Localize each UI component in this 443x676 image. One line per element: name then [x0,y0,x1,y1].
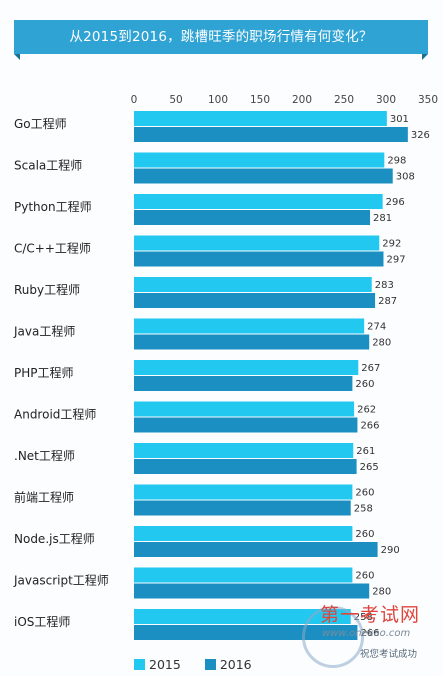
category-label: Python工程师 [14,199,92,214]
watermark-subtitle: 祝您考试成功 [360,649,418,660]
data-label-2016: 290 [381,545,400,556]
category-label: 前端工程师 [14,490,74,505]
bar-2015 [134,401,355,417]
x-tick-label: 200 [292,94,312,106]
x-tick-label: 300 [376,94,396,106]
category-label: Java工程师 [13,324,75,339]
data-label-2015: 283 [375,280,394,291]
bar-2015 [134,609,351,624]
category-label: PHP工程师 [14,365,74,380]
category-label: Ruby工程师 [14,282,80,297]
legend-label-2016: 2016 [219,656,252,672]
bar-2015 [134,360,359,375]
data-label-2016: 265 [360,462,379,473]
data-label-2015: 267 [361,363,380,374]
category-label: Javascript工程师 [13,573,109,588]
bar-2015 [134,277,372,292]
watermark-ring-icon [302,606,364,668]
category-label: .Net工程师 [14,448,75,463]
category-label: Go工程师 [14,116,67,131]
bar-2016 [134,625,358,640]
data-label-2016: 280 [372,338,391,349]
bar-2015 [134,235,380,251]
banner-ribbon-shape [14,20,428,60]
watermark-url: www.onekao.com [322,628,411,639]
bar-2015 [134,484,353,500]
category-label: Scala工程师 [14,158,82,173]
bar-2015 [134,111,387,126]
bar-2016 [134,334,370,350]
bar-2016 [134,417,358,433]
x-tick-label: 0 [131,94,138,106]
category-label: iOS工程师 [14,614,70,629]
bar-2015 [134,194,383,209]
data-label-2016: 308 [396,172,415,183]
bar-2015 [134,318,365,334]
bar-2016 [134,376,353,391]
x-tick-label: 150 [250,94,270,106]
chart-title: 从2015到2016，跳槽旺季的职场行情有何变化？ [69,29,373,45]
data-label-2015: 298 [387,156,406,167]
bar-2015 [134,526,353,541]
data-label-2015: 292 [382,239,401,250]
category-label: C/C++工程师 [14,241,91,256]
bar-2016 [134,210,371,225]
legend-swatch-2016 [204,658,216,670]
bar-2016 [134,459,357,474]
data-label-2015: 258 [354,612,373,623]
bar-2016 [134,583,370,599]
watermark-title: 第一考试网 [320,604,421,626]
data-label-2015: 260 [355,571,374,582]
data-label-2016: 287 [378,296,397,307]
data-label-2015: 260 [355,488,374,499]
chart-title-banner: 从2015到2016，跳槽旺季的职场行情有何变化？ [14,20,428,60]
data-label-2015: 296 [386,197,405,208]
data-label-2015: 274 [367,322,386,333]
bar-2015 [134,443,354,458]
data-label-2015: 261 [356,446,375,457]
bar-2015 [134,152,385,168]
data-label-2016: 258 [354,504,373,515]
data-label-2016: 260 [355,379,374,390]
data-label-2016: 280 [372,587,391,598]
data-label-2015: 262 [357,405,376,416]
legend-label-2015: 2015 [149,656,181,672]
x-tick-label: 250 [334,94,354,106]
legend-item-2016: 2016 [204,656,252,672]
x-tick-label: 100 [208,94,228,106]
data-label-2016: 326 [411,130,430,141]
legend-item-2015: 2015 [134,657,181,672]
category-label: Android工程师 [14,407,96,422]
category-label: Node.js工程师 [14,531,95,546]
data-label-2015: 301 [390,114,409,125]
bar-2016 [134,293,376,308]
bar-2016 [134,127,408,142]
legend-swatch-2015 [134,658,145,670]
watermark-logo: 第一考试网 www.onekao.com 祝您考试成功 [300,596,440,668]
data-label-2016: 266 [360,421,379,432]
data-label-2016: 281 [373,213,392,224]
data-label-2016: 266 [360,628,379,639]
bar-2016 [134,251,384,267]
chart-legend: 2015 2016 [134,656,276,672]
bar-2016 [134,500,351,516]
bar-2016 [134,168,393,184]
bar-2015 [134,567,353,583]
x-tick-label: 350 [418,94,438,106]
x-tick-label: 50 [169,94,182,106]
data-label-2015: 260 [355,529,374,540]
bar-2016 [134,542,378,557]
data-label-2016: 297 [386,255,405,266]
